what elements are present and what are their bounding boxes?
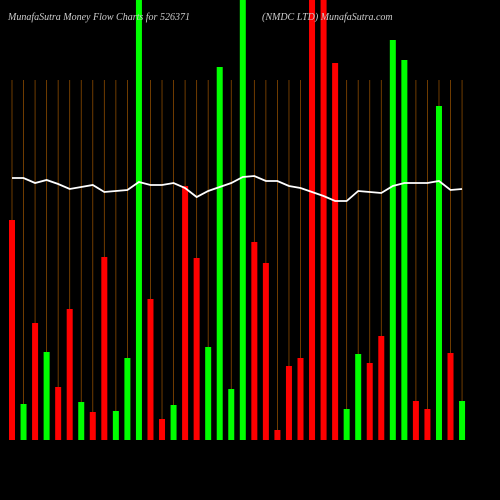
- bar: [332, 63, 339, 440]
- bar: [193, 258, 200, 440]
- plot: [9, 0, 466, 440]
- bar: [147, 299, 154, 440]
- bar: [401, 60, 408, 440]
- bar: [378, 336, 385, 440]
- bar: [182, 186, 189, 440]
- bar: [124, 358, 131, 440]
- bar: [435, 106, 442, 440]
- bar: [228, 389, 235, 440]
- bar: [320, 0, 327, 440]
- bar: [239, 0, 246, 440]
- bar: [343, 409, 350, 440]
- bar: [366, 363, 373, 440]
- bar: [424, 409, 431, 440]
- bar: [32, 323, 39, 440]
- bar: [66, 309, 73, 440]
- bar: [389, 40, 396, 440]
- chart-title: MunafaSutra Money Flow Charts for 526371: [7, 12, 190, 23]
- money-flow-line: [12, 175, 463, 202]
- bar: [159, 419, 166, 440]
- bar: [309, 0, 316, 440]
- bar: [9, 220, 15, 440]
- bar: [112, 411, 119, 440]
- bar: [216, 67, 223, 440]
- bar: [89, 412, 96, 440]
- bar: [55, 387, 62, 440]
- bar: [285, 366, 292, 440]
- bar: [355, 354, 362, 440]
- bar: [274, 430, 281, 440]
- bar: [20, 404, 27, 440]
- bar: [78, 402, 85, 440]
- bar: [135, 0, 142, 440]
- bar: [297, 358, 304, 440]
- chart-subtitle: (NMDC LTD) MunafaSutra.com: [262, 12, 393, 23]
- bar: [43, 352, 50, 440]
- bar: [170, 405, 177, 440]
- bar: [262, 263, 269, 440]
- bar: [205, 347, 212, 440]
- bar: [447, 353, 454, 440]
- bar: [412, 401, 419, 440]
- bar: [101, 257, 108, 440]
- bar: [459, 401, 466, 440]
- bar: [251, 242, 258, 440]
